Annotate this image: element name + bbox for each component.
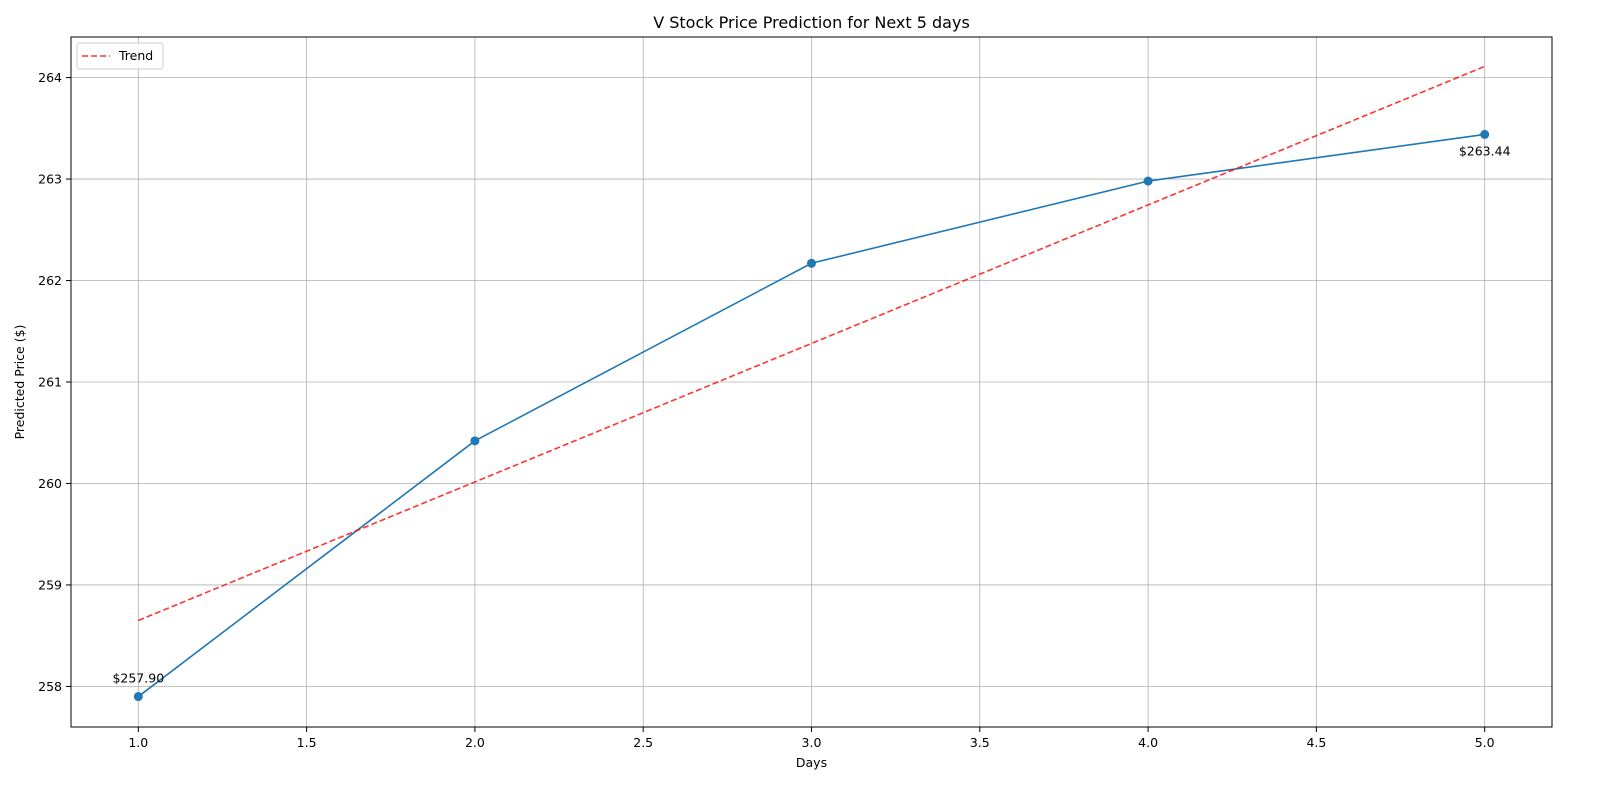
x-tick-label: 3.5: [970, 735, 990, 750]
price-point-marker: [1143, 176, 1153, 186]
y-tick-label: 258: [38, 679, 62, 694]
price-point-marker: [1480, 129, 1490, 139]
y-axis-label: Predicted Price ($): [12, 325, 27, 440]
price-point-marker: [133, 692, 143, 702]
x-axis-label: Days: [796, 755, 827, 770]
y-tick-label: 261: [38, 375, 62, 390]
legend-label: Trend: [118, 48, 153, 63]
price-point-marker: [470, 436, 480, 446]
grid-lines: [71, 37, 1552, 727]
legend: Trend: [76, 42, 164, 70]
legend-box: [76, 42, 164, 70]
x-tick-label: 4.0: [1138, 735, 1158, 750]
y-tick-label: 263: [38, 172, 62, 187]
x-tick-label: 1.5: [297, 735, 317, 750]
x-tick-label: 5.0: [1475, 735, 1495, 750]
x-tick-label: 1.0: [128, 735, 148, 750]
x-tick-label: 2.5: [633, 735, 653, 750]
data-label: $263.44: [1459, 143, 1511, 158]
data-annotations: $257.90 $263.44: [112, 143, 1510, 685]
plot-series: [133, 65, 1490, 702]
y-tick-label: 259: [38, 577, 62, 592]
data-label: $257.90: [112, 671, 164, 686]
x-tick-label: 2.0: [465, 735, 485, 750]
y-tick-label: 262: [38, 273, 62, 288]
x-tick-label: 4.5: [1306, 735, 1326, 750]
price-point-marker: [807, 258, 816, 268]
y-tick-label: 264: [38, 70, 62, 85]
axis-ticks: 1.0 1.5 2.0 2.5 3.0 3.5 4.0 4.5 5.0 258 259 260 261 2…: [38, 70, 1495, 750]
x-tick-label: 3.0: [802, 735, 822, 750]
y-tick-label: 260: [38, 476, 62, 491]
chart-title: V Stock Price Prediction for Next 5 days: [653, 13, 970, 32]
